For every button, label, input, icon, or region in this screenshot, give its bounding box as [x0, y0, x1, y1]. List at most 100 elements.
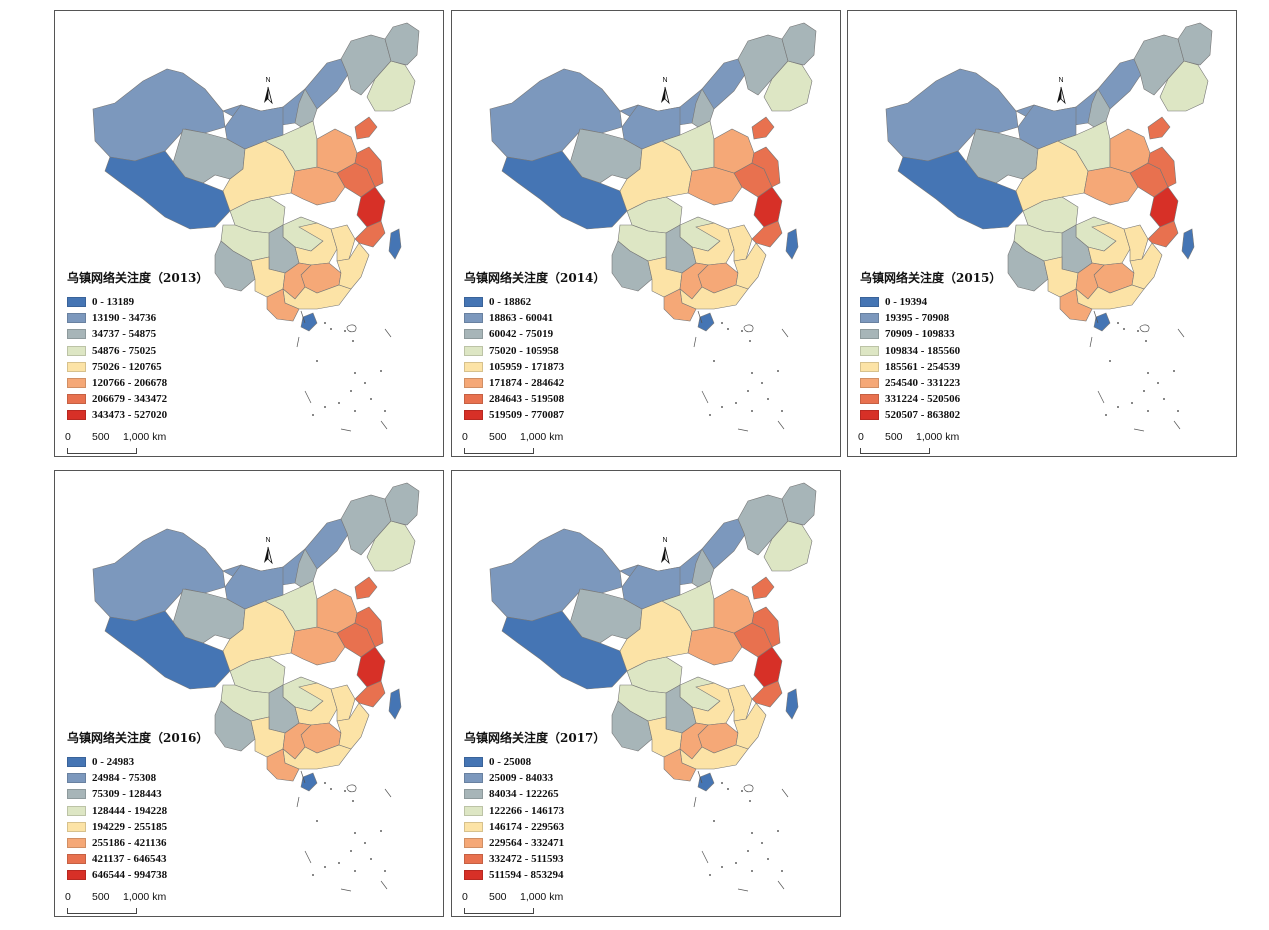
legend-range-label: 519509 - 770087 [489, 409, 565, 422]
province-region [266, 288, 300, 322]
legend: 乌镇网络关注度（2017） 0 - 25008 25009 - 84033 84034… [464, 729, 605, 884]
legend-item: 75020 - 105958 [464, 343, 605, 359]
province-region [1177, 22, 1213, 66]
map-panel: N 乌镇网络关注度（2016） 0 - 24983 24984 - 75308 7530… [54, 470, 444, 917]
legend-swatch [67, 394, 86, 405]
legend-item: 0 - 18862 [464, 294, 605, 310]
province-region [354, 576, 378, 600]
north-label: N [662, 77, 668, 84]
legend-swatch [67, 313, 86, 324]
legend-swatch [464, 378, 483, 389]
scale-line [67, 448, 137, 454]
legend-range-label: 19395 - 70908 [885, 312, 950, 325]
province-region [897, 150, 1024, 230]
legend: 乌镇网络关注度（2013） 0 - 13189 13190 - 34736 34737… [67, 269, 208, 424]
legend-range-label: 206679 - 343472 [92, 393, 168, 406]
province-region [733, 702, 767, 750]
legend-item: 128444 - 194228 [67, 803, 208, 819]
map-panel: N 乌镇网络关注度（2013） 0 - 13189 13190 - 34736 3473… [54, 10, 444, 457]
legend-swatch [67, 854, 86, 865]
legend-item: 70909 - 109833 [860, 326, 1001, 342]
legend-range-label: 343473 - 527020 [92, 409, 168, 422]
legend-item: 54876 - 75025 [67, 343, 208, 359]
legend-swatch [860, 329, 879, 340]
legend-swatch [464, 361, 483, 372]
legend-swatch [67, 361, 86, 372]
legend-range-label: 146174 - 229563 [489, 820, 565, 833]
legend-swatch [67, 297, 86, 308]
province-region [388, 228, 402, 260]
legend-swatch [464, 394, 483, 405]
legend-range-label: 75020 - 105958 [489, 344, 559, 357]
legend-swatch [464, 345, 483, 356]
province-region [751, 606, 781, 648]
scale-label-max: 1,000 km [520, 891, 564, 903]
province-region [751, 576, 775, 600]
province-region [781, 22, 817, 66]
province-region [388, 688, 402, 720]
north-arrow-icon: N [658, 537, 672, 565]
legend-range-label: 520507 - 863802 [885, 409, 961, 422]
legend-range-label: 128444 - 194228 [92, 804, 168, 817]
north-arrow-icon: N [261, 537, 275, 565]
province-region [224, 104, 284, 150]
legend: 乌镇网络关注度（2014） 0 - 18862 18863 - 60041 60042… [464, 269, 605, 424]
province-region [733, 242, 767, 290]
map-panel: N 乌镇网络关注度（2017） 0 - 25008 25009 - 84033 8403… [451, 470, 841, 917]
legend-range-label: 24984 - 75308 [92, 772, 157, 785]
legend-range-label: 0 - 25008 [489, 756, 532, 769]
scale-line [67, 908, 137, 914]
legend-swatch [67, 870, 86, 881]
map-panel: N 乌镇网络关注度（2014） 0 - 18862 18863 - 60041 6004… [451, 10, 841, 457]
legend-range-label: 0 - 18862 [489, 296, 532, 309]
legend-item: 421137 - 646543 [67, 851, 208, 867]
south-sea-islands [693, 770, 789, 892]
legend-range-label: 185561 - 254539 [885, 360, 961, 373]
province-region [104, 150, 231, 230]
province-region [751, 116, 775, 140]
scale-line [464, 448, 534, 454]
legend-swatch [67, 410, 86, 421]
legend-item: 171874 - 284642 [464, 375, 605, 391]
province-region [751, 146, 781, 188]
legend-item: 60042 - 75019 [464, 326, 605, 342]
legend-title: 乌镇网络关注度（2016） [67, 731, 209, 745]
scale-label-zero: 0 [65, 431, 71, 443]
legend-item: 511594 - 853294 [464, 867, 605, 883]
scale-label-zero: 0 [858, 431, 864, 443]
legend-range-label: 511594 - 853294 [489, 869, 564, 882]
legend-swatch [67, 329, 86, 340]
legend-range-label: 70909 - 109833 [885, 328, 955, 341]
south-sea-islands [296, 310, 392, 432]
legend-item: 24984 - 75308 [67, 770, 208, 786]
legend: 乌镇网络关注度（2015） 0 - 19394 19395 - 70908 70909… [860, 269, 1001, 424]
legend-range-label: 34737 - 54875 [92, 328, 157, 341]
scale-label-max: 1,000 km [123, 891, 167, 903]
province-region [1093, 312, 1111, 332]
legend-range-label: 0 - 13189 [92, 296, 135, 309]
legend-swatch [464, 773, 483, 784]
legend-swatch [464, 410, 483, 421]
legend: 乌镇网络关注度（2016） 0 - 24983 24984 - 75308 75309… [67, 729, 208, 884]
scale-line [464, 908, 534, 914]
scale-bar: 0 500 1,000 km [65, 891, 167, 917]
legend-swatch [860, 394, 879, 405]
province-region [785, 688, 799, 720]
north-label: N [662, 537, 668, 544]
legend-item: 343473 - 527020 [67, 407, 208, 423]
scale-label-max: 1,000 km [520, 431, 564, 443]
legend-item: 146174 - 229563 [464, 819, 605, 835]
province-region [1147, 220, 1179, 248]
province-region [781, 482, 817, 526]
legend-title: 乌镇网络关注度（2013） [67, 271, 209, 285]
province-region [1007, 240, 1049, 292]
province-region [300, 312, 318, 332]
legend-range-label: 229564 - 332471 [489, 837, 565, 850]
province-map [92, 482, 420, 892]
legend-range-label: 255186 - 421136 [92, 837, 167, 850]
legend-swatch [464, 329, 483, 340]
legend-range-label: 105959 - 171873 [489, 360, 565, 373]
legend-range-label: 171874 - 284642 [489, 377, 565, 390]
province-region [336, 702, 370, 750]
legend-swatch [67, 757, 86, 768]
